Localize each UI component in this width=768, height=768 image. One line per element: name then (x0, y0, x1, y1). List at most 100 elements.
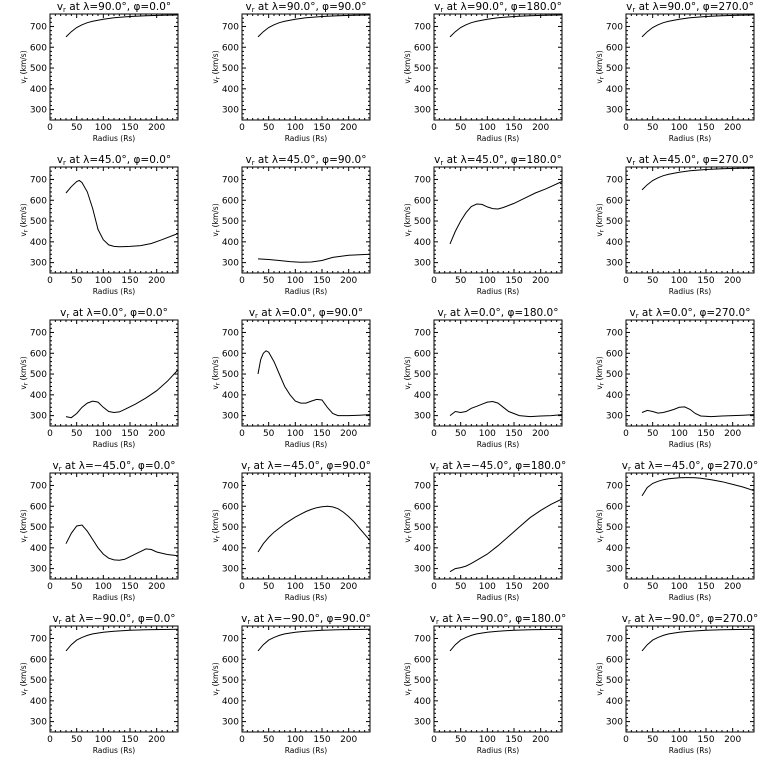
chart-svg: vr at λ=−45.0°, φ=0.0°0 50 100 150 200300400… (19, 460, 179, 602)
x-tick-label: 50 (71, 429, 83, 439)
y-tick-label: 600 (414, 349, 431, 359)
y-tick-label: 400 (414, 697, 431, 707)
chart-title-text: at λ=0.0°, φ=270.0° (639, 307, 751, 319)
x-tick-label: 200 (148, 276, 165, 286)
y-tick-label: 600 (606, 43, 623, 53)
y-tick-label: 300 (414, 718, 431, 728)
chart-title-text: at λ=90.0°, φ=270.0° (635, 1, 754, 13)
x-tick-label: 200 (148, 429, 165, 439)
y-axis-label-v: v (211, 79, 220, 84)
plot-frame (433, 13, 563, 121)
x-tick-label: 100 (479, 735, 496, 745)
chart-title-v: v (629, 307, 635, 319)
chart-panel: vr at λ=0.0°, φ=180.0° 0 50 100 150 200 300 400… (384, 306, 576, 459)
x-tick-label: 100 (287, 429, 304, 439)
x-axis-label: Radius (Rs) (285, 593, 328, 602)
x-tick-label: 200 (532, 735, 549, 745)
y-axis-label-v: v (211, 538, 220, 543)
y-axis-label-v: v (595, 538, 604, 543)
y-tick-label: 400 (222, 544, 239, 554)
y-axis-label: vr (km/s) (403, 50, 414, 83)
x-tick-label: 100 (95, 582, 112, 592)
chart-panel: vr at λ=45.0°, φ=180.0° 0 50 100 150 200 300 40… (384, 153, 576, 306)
y-axis-label-v: v (403, 79, 412, 84)
y-tick-label: 400 (30, 85, 47, 95)
plot-frame (241, 319, 371, 427)
x-tick-label: 200 (724, 123, 741, 133)
plot-frame (49, 319, 179, 427)
x-tick-label: 100 (479, 123, 496, 133)
chart-title: vr at λ=−90.0°, φ=0.0° (52, 613, 175, 626)
y-tick-label: 400 (414, 85, 431, 95)
chart-svg: vr at λ=0.0°, φ=0.0°0 50 100 150 20030040050… (19, 307, 179, 449)
plot-frame (625, 319, 755, 427)
chart-title-v: v (241, 613, 247, 625)
y-axis-label: vr (km/s) (595, 356, 606, 389)
x-tick-label: 50 (455, 276, 467, 286)
y-tick-label: 600 (222, 43, 239, 53)
plot-frame (433, 319, 563, 427)
x-axis-label: Radius (Rs) (285, 746, 328, 755)
y-tick-label: 300 (606, 412, 623, 422)
x-axis-label: Radius (Rs) (669, 134, 712, 143)
chart-title: vr at λ=−45.0°, φ=270.0° (622, 460, 758, 473)
x-tick-label: 50 (263, 276, 275, 286)
chart-title-sub: r (444, 312, 447, 320)
y-axis-label-sub: r (215, 382, 222, 385)
y-axis-label-sub: r (407, 382, 414, 385)
chart-title-text: at λ=0.0°, φ=180.0° (447, 307, 559, 319)
y-tick-label: 500 (414, 370, 431, 380)
y-tick-label: 300 (414, 412, 431, 422)
x-tick-label: 0 (623, 582, 629, 592)
chart-svg: vr at λ=−90.0°, φ=0.0°0 50 100 150 200300400… (19, 613, 179, 755)
chart-svg: vr at λ=−45.0°, φ=90.0°0 50 100 150 20030040… (211, 460, 371, 602)
x-axis-label: Radius (Rs) (285, 287, 328, 296)
y-tick-label: 700 (606, 175, 623, 185)
series-line (257, 14, 371, 38)
x-axis-label: Radius (Rs) (669, 593, 712, 602)
plot-frame (433, 166, 563, 274)
y-tick-label: 500 (222, 217, 239, 227)
y-tick-label: 600 (222, 196, 239, 206)
x-tick-label: 200 (532, 429, 549, 439)
x-tick-label: 150 (505, 429, 522, 439)
x-tick-label: 0 (239, 582, 245, 592)
chart-title: vr at λ=90.0°, φ=0.0° (57, 1, 171, 14)
chart-title-text: at λ=−90.0°, φ=90.0° (250, 613, 371, 625)
x-tick-label: 0 (47, 582, 53, 592)
y-tick-label: 600 (606, 502, 623, 512)
y-tick-label: 300 (222, 259, 239, 269)
x-tick-label: 0 (239, 429, 245, 439)
chart-title-sub: r (632, 6, 635, 14)
x-tick-label: 150 (697, 735, 714, 745)
chart-title: vr at λ=−45.0°, φ=0.0° (52, 460, 175, 473)
plot-frame (49, 472, 179, 580)
y-axis-label-unit: (km/s) (403, 356, 412, 382)
y-axis-label-unit: (km/s) (595, 509, 604, 535)
y-axis-label: vr (km/s) (403, 356, 414, 389)
y-tick-label: 300 (30, 259, 47, 269)
x-tick-label: 200 (724, 582, 741, 592)
chart-title-text: at λ=90.0°, φ=90.0° (255, 1, 367, 13)
y-tick-label: 700 (414, 634, 431, 644)
chart-title: vr at λ=0.0°, φ=90.0° (249, 307, 363, 320)
y-tick-label: 600 (30, 502, 47, 512)
chart-svg: vr at λ=−90.0°, φ=90.0°0 50 100 150 20030040… (211, 613, 371, 755)
chart-panel: vr at λ=−45.0°, φ=270.0° 0 50 100 150 200 300 4… (576, 459, 768, 612)
y-tick-label: 700 (222, 634, 239, 644)
x-tick-label: 0 (47, 429, 53, 439)
y-tick-label: 300 (222, 106, 239, 116)
y-tick-label: 700 (606, 634, 623, 644)
plot-frame (241, 166, 371, 274)
chart-title: vr at λ=45.0°, φ=180.0° (434, 154, 562, 167)
chart-title-v: v (430, 613, 436, 625)
chart-title-text: at λ=0.0°, φ=0.0° (69, 307, 168, 319)
chart-title-sub: r (436, 465, 439, 473)
y-axis-label-unit: (km/s) (211, 203, 220, 229)
chart-title-v: v (52, 613, 58, 625)
y-tick-label: 400 (222, 697, 239, 707)
x-tick-label: 0 (431, 123, 437, 133)
plot-frame (49, 625, 179, 733)
y-tick-label: 500 (414, 217, 431, 227)
chart-panel: vr at λ=0.0°, φ=90.0° 0 50 100 150 200 300 400 5… (192, 306, 384, 459)
